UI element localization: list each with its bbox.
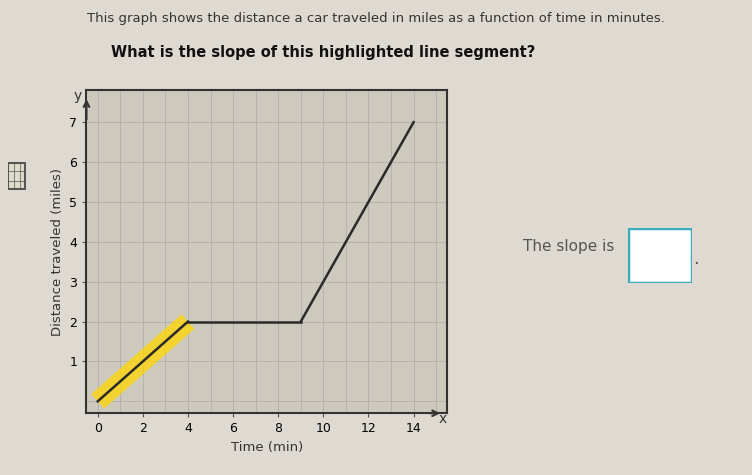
Text: x: x xyxy=(439,412,447,426)
Y-axis label: Distance traveled (miles): Distance traveled (miles) xyxy=(51,168,64,336)
Text: What is the slope of this highlighted line segment?: What is the slope of this highlighted li… xyxy=(111,45,535,60)
FancyBboxPatch shape xyxy=(8,163,26,189)
Text: This graph shows the distance a car traveled in miles as a function of time in m: This graph shows the distance a car trav… xyxy=(87,12,665,25)
X-axis label: Time (min): Time (min) xyxy=(231,441,303,454)
Text: y: y xyxy=(74,89,81,103)
FancyBboxPatch shape xyxy=(628,228,692,283)
Text: The slope is: The slope is xyxy=(523,239,614,255)
Text: .: . xyxy=(693,250,699,268)
